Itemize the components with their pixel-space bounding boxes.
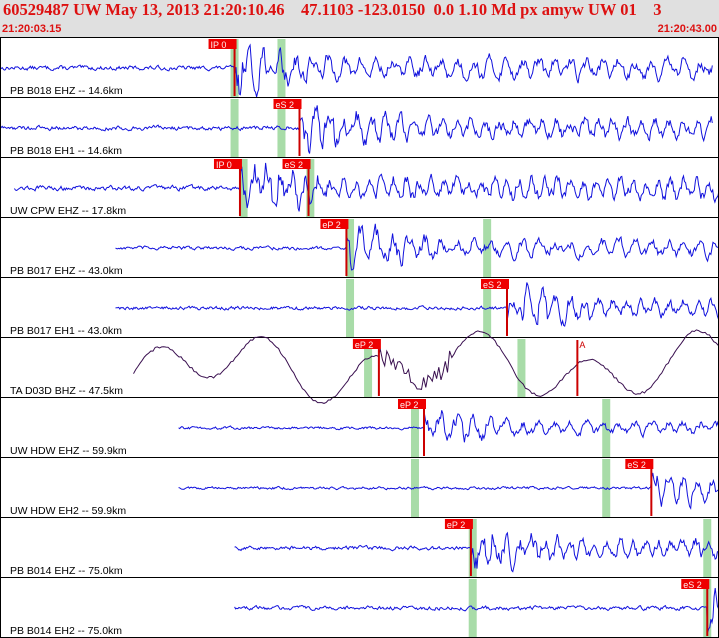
pick-label: eS 2 [285,160,304,170]
pick-box [625,459,654,469]
trace-panel: eP 2 UW HDW EHZ -- 59.9km [0,399,719,458]
waveform [115,223,719,271]
trace-panel: IP 0 eS 2 UW CPW EHZ -- 17.8km [0,159,719,218]
station-label: PB B014 EH2 -- 75.0km [10,625,122,637]
trace-panel: eS 2 UW HDW EH2 -- 59.9km [0,459,719,518]
window-start-time: 21:20:03.15 [2,23,62,35]
pick-box [273,99,302,109]
station-label: PB B018 EHZ -- 14.6km [10,85,123,97]
station-label: PB B017 EHZ -- 43.0km [10,265,123,277]
trace-panel: IP 0 PB B018 EHZ -- 14.6km [0,39,719,98]
phase-marker [703,519,712,577]
phase-marker [517,339,526,397]
trace-panel: eS 2 PB B014 EH2 -- 75.0km [0,579,719,638]
phase-marker [410,399,419,457]
trace-panel: eP 2 A TA D03D BHZ -- 47.5km [0,329,719,404]
waveform [115,282,719,327]
waveform [234,588,719,633]
station-label: PB B018 EH1 -- 14.6km [10,145,122,157]
pick-label: eP 2 [322,220,340,230]
station-label: UW CPW EHZ -- 17.8km [10,205,126,217]
pick-box [681,579,710,589]
trace-panel: eS 2 PB B018 EH1 -- 14.6km [0,99,719,158]
pick-label: eP 2 [447,520,465,530]
pick-box [208,39,237,49]
pick-box [352,339,381,349]
pick-box [398,399,427,409]
pick-label: eS 2 [276,100,295,110]
pick-box [444,519,473,529]
pick-label: eP 2 [400,400,418,410]
waveform [0,105,713,154]
phase-marker [468,519,477,577]
window-end-time: 21:20:43.00 [657,23,717,35]
phase-marker [306,159,315,217]
waveform [234,531,719,573]
pick-box [320,219,349,229]
pick-box [480,279,509,289]
station-label: UW HDW EH2 -- 59.9km [10,505,126,517]
phase-marker [346,279,355,337]
pick-label: eS 2 [627,460,646,470]
trace-panel: eP 2 PB B017 EHZ -- 43.0km [0,219,719,278]
pick-label: IP 0 [211,40,227,50]
station-label: UW HDW EHZ -- 59.9km [10,445,127,457]
waveform [178,410,719,443]
phase-marker [277,99,286,157]
waveform [13,162,719,212]
pick-label: eP 2 [355,340,373,350]
waveform [178,472,719,510]
phase-marker [277,39,286,97]
trace-panel: eS 2 PB B017 EH1 -- 43.0km [0,279,719,338]
event-header: 60529487 UW May 13, 2013 21:20:10.46 47.… [0,0,719,38]
pick-label: IP 0 [216,160,232,170]
pick-label: A [579,340,585,350]
pick-box [213,159,242,169]
trace-panel: eP 2 PB B014 EHZ -- 75.0km [0,519,719,578]
phase-marker [602,459,611,517]
phase-marker [364,339,373,397]
phase-marker [483,279,492,337]
station-label: TA D03D BHZ -- 47.5km [10,385,123,397]
waveform [0,43,713,98]
station-label: PB B014 EHZ -- 75.0km [10,565,123,577]
pick-label: eS 2 [683,580,702,590]
pick-label: eS 2 [483,280,502,290]
event-title: 60529487 UW May 13, 2013 21:20:10.46 47.… [3,0,662,19]
station-label: PB B017 EH1 -- 43.0km [10,325,122,337]
pick-box [282,159,311,169]
waveform [133,329,719,404]
seismogram-panels: IP 0 PB B018 EHZ -- 14.6km eS 2 PB B018 EH1… [0,38,719,638]
